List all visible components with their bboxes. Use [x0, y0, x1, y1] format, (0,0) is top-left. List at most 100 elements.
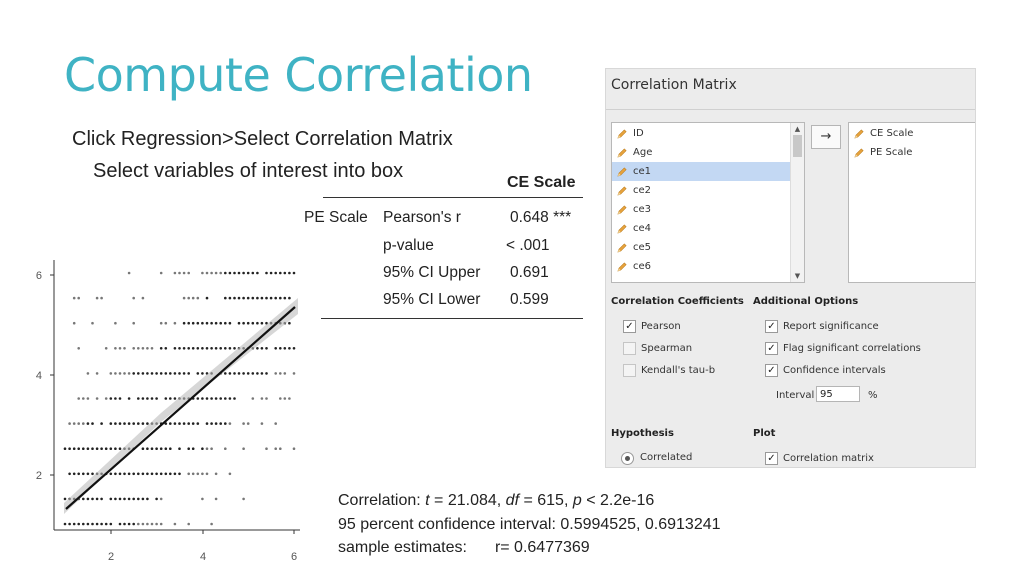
- confidence-band: [64, 298, 298, 514]
- scatter-point: [164, 372, 168, 375]
- scatter-point: [224, 422, 227, 425]
- check-icon[interactable]: ✓: [623, 320, 636, 333]
- check-icon[interactable]: ✓: [765, 452, 778, 465]
- variable-list[interactable]: ID Age ce1 ce2 ce3 ce4 ce5 ce6 ▲ ▼: [611, 122, 805, 283]
- slide-title: Compute Correlation: [64, 48, 533, 102]
- scatter-point: [114, 497, 117, 501]
- variable-item[interactable]: ce6: [612, 257, 790, 276]
- correlated-radio[interactable]: [621, 452, 634, 465]
- scatter-point: [219, 321, 222, 325]
- scatter-point: [86, 497, 90, 501]
- scatter-point: [205, 271, 209, 275]
- scatter-point: [191, 296, 195, 300]
- checkbox-empty[interactable]: [623, 342, 636, 355]
- check-icon[interactable]: ✓: [765, 320, 778, 333]
- scroll-down-icon[interactable]: ▼: [794, 272, 801, 280]
- selected-variable-item[interactable]: CE Scale: [849, 124, 975, 143]
- scatter-point: [82, 472, 85, 476]
- variable-item[interactable]: Age: [612, 143, 790, 162]
- scatter-point: [173, 271, 177, 275]
- selected-variables-box[interactable]: CE Scale PE Scale: [848, 122, 975, 283]
- scatter-point: [72, 296, 76, 300]
- scatter-point: [118, 347, 122, 350]
- scatter-point: [159, 271, 163, 275]
- scroll-up-icon[interactable]: ▲: [794, 125, 801, 133]
- scatter-point: [237, 271, 241, 275]
- scatter-point: [265, 372, 268, 375]
- scatter-point: [118, 447, 122, 450]
- scroll-thumb[interactable]: [793, 135, 802, 157]
- scatter-point: [118, 372, 122, 375]
- scatter-point: [123, 422, 126, 425]
- scatter-point: [123, 497, 126, 501]
- variable-item[interactable]: ce4: [612, 219, 790, 238]
- scatter-point: [242, 497, 245, 501]
- interval-input[interactable]: 95: [816, 386, 860, 402]
- df-value: = 615,: [519, 492, 573, 509]
- scatter-point: [182, 296, 186, 300]
- scatter-point: [173, 422, 177, 425]
- scatter-point: [141, 447, 145, 450]
- scatter-point: [201, 347, 204, 350]
- scatter-point: [164, 321, 168, 325]
- x-tick-label: 4: [200, 551, 206, 563]
- correlation-matrix-panel: Correlation Matrix ID Age ce1 ce2 ce3 ce4 ce5 c…: [605, 68, 976, 468]
- checkbox-empty[interactable]: [623, 364, 636, 377]
- correlated-label: Correlated: [640, 452, 693, 463]
- scatter-point: [169, 472, 172, 476]
- scatter-point: [86, 522, 90, 526]
- scatter-point: [283, 296, 287, 300]
- scatter-point: [228, 347, 232, 350]
- option-label: Flag significant correlations: [783, 343, 921, 354]
- scatter-point: [150, 397, 154, 400]
- variable-label: ID: [633, 128, 644, 139]
- stat-label: p-value: [383, 237, 434, 254]
- variable-item[interactable]: ID: [612, 124, 790, 143]
- scatter-point: [214, 497, 218, 501]
- scatter-point: [191, 422, 195, 425]
- check-icon[interactable]: ✓: [765, 364, 778, 377]
- variable-item[interactable]: ce5: [612, 238, 790, 257]
- scatter-point: [95, 522, 99, 526]
- scatter-point: [159, 372, 163, 375]
- scatter-point: [150, 522, 154, 526]
- scatter-point: [164, 472, 168, 476]
- scatter-point: [187, 472, 190, 476]
- scatter-point: [72, 447, 76, 450]
- scatter-point: [100, 522, 103, 526]
- additional-options-heading: Additional Options: [753, 296, 859, 307]
- variable-item[interactable]: ce3: [612, 200, 790, 219]
- scatter-point: [279, 397, 282, 400]
- scatter-point: [283, 397, 287, 400]
- check-icon[interactable]: ✓: [765, 342, 778, 355]
- selected-variable-item[interactable]: PE Scale: [849, 143, 975, 162]
- scatter-point: [95, 447, 99, 450]
- variable-list-scrollbar[interactable]: ▲ ▼: [790, 123, 804, 282]
- scatter-point: [127, 372, 131, 375]
- stat-label: 95% CI Upper: [383, 264, 481, 281]
- scatter-point: [279, 296, 282, 300]
- scatter-point: [191, 447, 195, 450]
- option-label: Report significance: [783, 321, 879, 332]
- move-variable-button[interactable]: →: [811, 125, 841, 149]
- scatter-point: [118, 522, 122, 526]
- scatter-point: [123, 347, 126, 350]
- scatter-point: [91, 321, 94, 325]
- variable-item[interactable]: ce1: [612, 162, 790, 181]
- scatter-point: [274, 372, 277, 375]
- scatter-point: [132, 321, 135, 325]
- scatter-point: [132, 296, 135, 300]
- scatter-point: [256, 347, 259, 350]
- scatter-point: [114, 321, 117, 325]
- variable-item[interactable]: ce2: [612, 181, 790, 200]
- scatter-point: [86, 447, 90, 450]
- scatter-point: [104, 397, 108, 400]
- scatter-point: [141, 347, 145, 350]
- y-tick-label: 2: [36, 470, 42, 482]
- scatter-point: [132, 372, 135, 375]
- scatter-point: [109, 522, 113, 526]
- scatter-point: [63, 497, 67, 501]
- scatter-point: [196, 397, 200, 400]
- scatter-point: [260, 321, 264, 325]
- scatter-point: [91, 497, 94, 501]
